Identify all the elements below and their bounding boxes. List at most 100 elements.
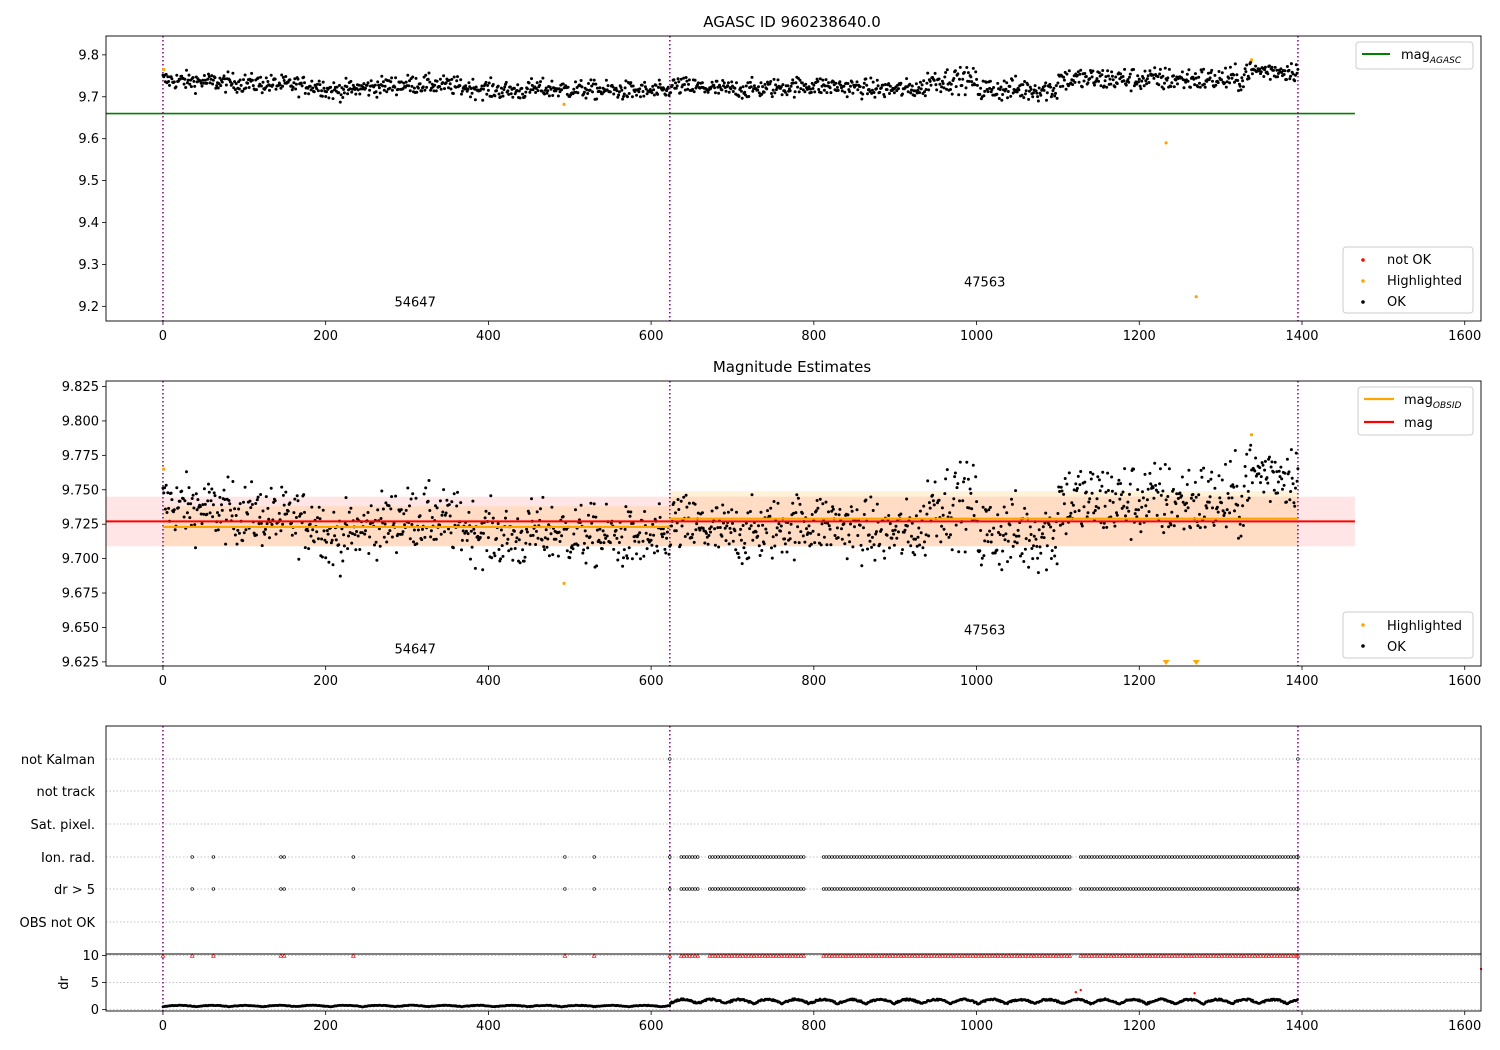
ok-point	[727, 90, 731, 94]
ok-point	[1231, 483, 1235, 487]
dr-red-point	[1193, 992, 1196, 995]
flag-marker	[1123, 855, 1127, 859]
ok-point	[812, 83, 816, 87]
flag-marker	[974, 887, 978, 891]
ok-point	[1051, 89, 1055, 93]
ok-point	[645, 547, 649, 551]
ok-point	[625, 554, 629, 558]
ok-point	[740, 96, 744, 100]
flag-marker	[1228, 887, 1232, 891]
ok-point	[938, 82, 942, 86]
ok-point	[507, 549, 511, 553]
flag-marker	[885, 855, 889, 859]
ok-point	[751, 538, 755, 542]
ok-point	[827, 510, 830, 514]
flag-marker	[802, 887, 806, 891]
ok-point	[919, 87, 923, 91]
ok-point	[1055, 96, 1059, 100]
ok-point	[574, 508, 577, 512]
ok-point	[1067, 69, 1071, 73]
ok-point	[1196, 85, 1200, 89]
ok-point	[479, 87, 483, 91]
flag-marker	[1175, 855, 1180, 859]
flag-marker	[1057, 887, 1061, 891]
dr-clipped-marker	[909, 953, 915, 958]
flag-marker	[899, 855, 903, 859]
ok-point	[242, 500, 245, 504]
flag-marker	[910, 887, 914, 891]
ok-point	[848, 90, 852, 94]
flag-marker	[913, 855, 917, 859]
dr-clipped-marker	[873, 953, 879, 958]
ok-point	[1121, 75, 1125, 78]
ok-point	[1039, 93, 1043, 97]
ok-point	[813, 90, 817, 94]
flag-marker	[1057, 855, 1061, 859]
ok-point	[667, 552, 671, 556]
ok-point	[471, 499, 475, 503]
ok-point	[683, 83, 686, 86]
dr-clipped-marker	[746, 953, 751, 958]
ok-point	[202, 487, 206, 491]
ok-point	[860, 564, 864, 568]
flag-marker	[1029, 855, 1033, 859]
ok-point	[1246, 498, 1249, 502]
ok-point	[1270, 65, 1274, 69]
ok-point	[206, 77, 210, 81]
flag-marker	[1106, 887, 1111, 891]
ok-point	[1138, 84, 1142, 88]
ok-point	[502, 88, 506, 92]
ok-point	[933, 480, 937, 484]
ok-point	[1104, 490, 1108, 494]
estimates-ytick-label: 9.725	[62, 518, 99, 533]
ok-point	[189, 502, 193, 506]
flag-marker	[799, 855, 803, 859]
ok-point	[1241, 524, 1245, 527]
ok-point	[286, 509, 290, 513]
flag-marker	[721, 887, 726, 891]
ok-point	[911, 551, 915, 554]
ok-point	[1115, 513, 1119, 517]
flag-marker	[990, 887, 994, 891]
ok-point	[591, 541, 594, 545]
ok-point	[971, 66, 975, 70]
ok-point	[1226, 492, 1230, 495]
ok-point	[715, 79, 719, 83]
ok-point	[1054, 84, 1058, 88]
dr-clipped-marker	[823, 953, 829, 958]
ok-point	[741, 85, 745, 89]
ok-point	[1163, 512, 1166, 516]
ok-point	[1110, 74, 1114, 78]
dr-clipped-marker	[1006, 953, 1012, 958]
flag-marker	[1289, 887, 1293, 891]
ok-point	[270, 523, 274, 526]
ok-point	[768, 514, 772, 518]
ok-point	[1197, 493, 1201, 497]
ok-point	[444, 81, 448, 85]
flag-marker	[732, 855, 737, 859]
ok-point	[542, 545, 546, 549]
ok-point	[1291, 482, 1295, 486]
ok-point	[163, 486, 167, 490]
flag-marker	[749, 855, 753, 859]
ok-point	[341, 559, 345, 563]
ok-point	[594, 82, 598, 86]
ok-point	[331, 97, 335, 101]
dr-clipped-marker	[956, 953, 962, 958]
estimates-ytick-label: 9.675	[62, 587, 99, 602]
ok-point	[432, 538, 436, 541]
ok-point	[581, 551, 585, 555]
flag-marker	[1198, 887, 1202, 891]
ok-point	[638, 87, 642, 91]
ok-point	[1036, 95, 1040, 99]
ok-point	[1152, 76, 1156, 80]
ok-point	[1206, 71, 1210, 75]
ok-point	[1233, 509, 1236, 513]
ok-point	[750, 75, 754, 79]
ok-point	[1285, 65, 1289, 68]
ok-point	[226, 70, 230, 74]
ok-point	[1132, 68, 1136, 71]
flag-marker	[896, 887, 900, 891]
ok-point	[302, 75, 306, 79]
flag-marker	[957, 887, 961, 891]
